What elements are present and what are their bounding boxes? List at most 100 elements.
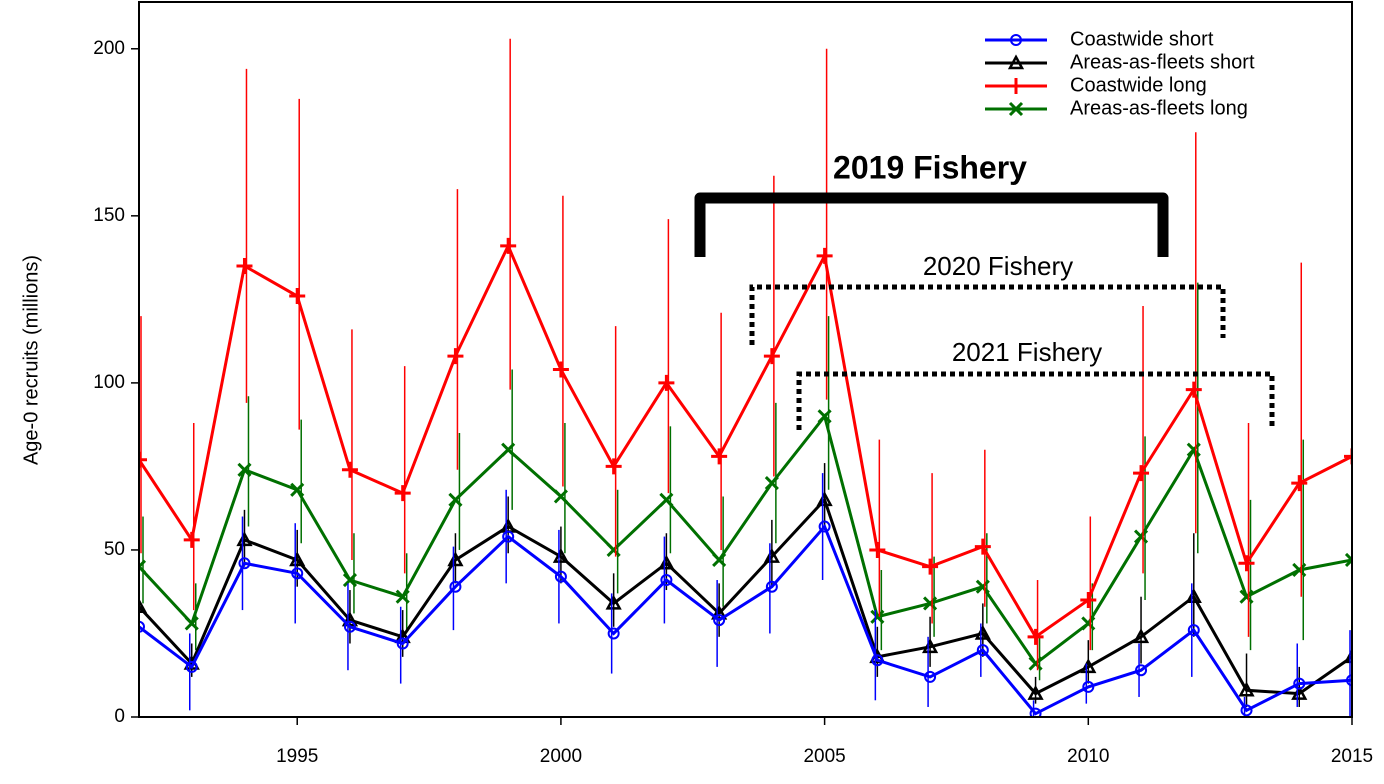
marker (1238, 681, 1255, 697)
marker (658, 374, 675, 391)
x-tick-label: 2010 (1067, 746, 1109, 767)
legend-marker (1007, 54, 1025, 70)
marker (501, 442, 516, 457)
marker (342, 572, 358, 588)
marker (1291, 685, 1308, 700)
marker (660, 574, 673, 587)
marker (1080, 592, 1097, 609)
marker (1133, 465, 1150, 482)
marker (923, 596, 938, 611)
marker (502, 530, 515, 543)
marker (1082, 680, 1095, 693)
x-tick-label: 2005 (803, 746, 845, 767)
series-line (139, 523, 1352, 716)
series-line (139, 413, 1352, 666)
legend-label: Areas-as-fleets long (1070, 97, 1248, 119)
marker (341, 461, 358, 478)
legend-label: Coastwide short (1070, 28, 1214, 50)
legend-marker (1010, 34, 1022, 46)
marker (974, 624, 991, 640)
annotation: 2020 Fishery (923, 251, 1073, 281)
marker (659, 492, 674, 507)
marker (291, 567, 304, 580)
marker (238, 557, 251, 570)
marker (763, 548, 780, 563)
marker (871, 654, 884, 667)
marker (1027, 628, 1044, 645)
marker (1187, 624, 1200, 637)
annotation: 2019 Fishery (833, 149, 1027, 185)
marker (607, 627, 620, 640)
y-tick-label: 100 (93, 372, 125, 393)
marker (817, 409, 832, 424)
marker (1135, 664, 1148, 677)
marker (713, 614, 726, 627)
series-line (139, 242, 1352, 639)
series (139, 282, 1352, 681)
marker (449, 580, 462, 593)
marker (1346, 674, 1352, 687)
marker (711, 448, 728, 465)
marker (765, 580, 778, 593)
marker (818, 520, 831, 533)
marker (922, 558, 939, 575)
bracket (796, 371, 1275, 430)
marker (605, 594, 622, 610)
marker (1239, 589, 1254, 604)
marker (447, 551, 464, 567)
y-tick-label: 200 (93, 38, 125, 59)
marker (553, 489, 568, 504)
series-line (139, 496, 1352, 696)
series (139, 463, 1352, 707)
marker (552, 361, 569, 378)
marker (1081, 616, 1096, 631)
x-tick-label: 2015 (1331, 746, 1373, 767)
marker (924, 670, 937, 683)
marker (1080, 658, 1097, 674)
marker (1293, 677, 1306, 690)
marker (1185, 588, 1202, 603)
series (139, 473, 1352, 717)
marker (1185, 381, 1202, 398)
marker (976, 644, 989, 657)
marker (816, 247, 833, 264)
plot-frame (138, 1, 1353, 718)
marker (448, 492, 463, 507)
marker (1343, 648, 1352, 664)
marker (1027, 685, 1044, 700)
marker (712, 552, 727, 568)
marker (1029, 707, 1042, 717)
y-tick-label: 150 (93, 205, 125, 226)
x-tick-label: 2000 (540, 746, 582, 767)
marker (1186, 442, 1201, 457)
y-tick-label: 50 (104, 539, 125, 560)
marker (816, 491, 833, 507)
legend-label: Areas-as-fleets short (1070, 51, 1255, 73)
marker (139, 620, 145, 633)
marker (184, 616, 199, 631)
legend-label: Coastwide long (1070, 74, 1207, 96)
marker (1292, 562, 1307, 578)
marker (396, 637, 409, 650)
marker (921, 638, 939, 654)
marker (289, 551, 306, 567)
marker (139, 598, 148, 613)
marker (870, 609, 885, 624)
marker (236, 257, 253, 274)
marker (343, 620, 356, 633)
marker (552, 548, 570, 563)
marker (1133, 529, 1149, 544)
marker (183, 531, 200, 548)
marker (236, 531, 253, 547)
bracket (694, 192, 1169, 257)
marker (974, 538, 991, 555)
bracket (749, 284, 1226, 345)
marker (606, 542, 621, 558)
marker (605, 458, 622, 475)
legend-marker (1008, 78, 1024, 94)
marker (1132, 628, 1150, 644)
marker (237, 462, 252, 477)
marker (394, 485, 411, 502)
marker (290, 482, 305, 497)
annotation: 2021 Fishery (952, 337, 1102, 367)
